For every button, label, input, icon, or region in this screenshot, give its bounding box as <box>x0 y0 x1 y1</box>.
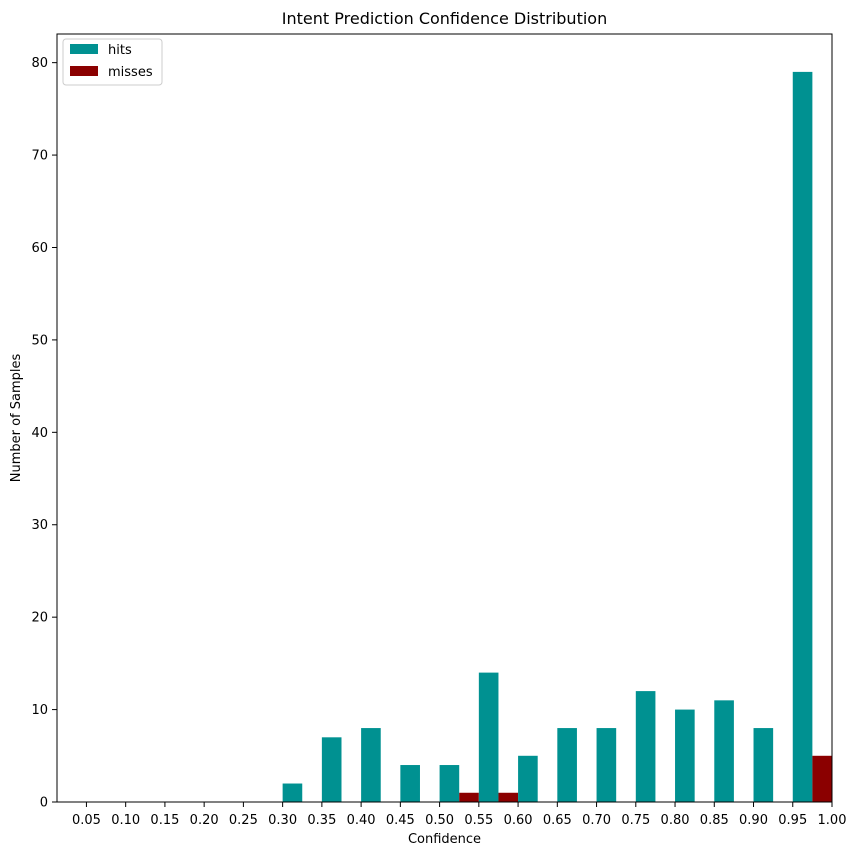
bar-hits-6 <box>321 737 342 802</box>
y-axis-ticks: 0 10 20 30 40 50 60 70 80 <box>31 56 57 811</box>
bar-hits-9 <box>439 765 460 802</box>
bars-layer <box>282 71 832 802</box>
y-tick-label: 30 <box>31 518 48 533</box>
y-tick-label: 70 <box>31 149 48 164</box>
bar-hits-15 <box>675 709 695 802</box>
y-tick-label: 10 <box>31 703 48 718</box>
bar-hits-7 <box>361 728 381 802</box>
legend-swatch-hits <box>70 44 98 54</box>
bar-misses-9 <box>459 792 479 802</box>
bar-hits-12 <box>557 728 577 802</box>
x-tick-label: 0.30 <box>268 813 297 828</box>
bar-misses-18 <box>812 755 832 802</box>
bar-hits-13 <box>596 728 617 802</box>
bar-hits-16 <box>714 700 734 802</box>
x-tick-label: 0.75 <box>621 813 650 828</box>
bar-hits-5 <box>282 783 303 802</box>
x-tick-label: 0.05 <box>72 813 101 828</box>
x-tick-label: 0.20 <box>190 813 219 828</box>
x-tick-label: 0.70 <box>582 813 611 828</box>
x-tick-label: 0.35 <box>307 813 336 828</box>
legend-label-misses: misses <box>108 65 153 80</box>
legend-label-hits: hits <box>108 43 132 58</box>
bar-misses-10 <box>498 792 519 802</box>
x-tick-label: 0.55 <box>464 813 493 828</box>
bar-hits-17 <box>753 728 774 802</box>
y-tick-label: 20 <box>31 611 48 626</box>
y-axis-title: Number of Samples <box>9 354 24 483</box>
y-tick-label: 40 <box>31 426 48 441</box>
legend: hits misses <box>62 38 163 86</box>
x-tick-label: 1.00 <box>818 813 847 828</box>
y-tick-label: 50 <box>31 333 48 348</box>
x-tick-label: 0.80 <box>661 813 690 828</box>
y-tick-label: 80 <box>31 56 48 71</box>
y-tick-label: 60 <box>31 241 48 256</box>
chart-title: Intent Prediction Confidence Distributio… <box>282 9 607 28</box>
x-tick-label: 0.10 <box>111 813 140 828</box>
x-tick-label: 0.95 <box>778 813 807 828</box>
bar-hits-10 <box>478 672 499 802</box>
x-tick-label: 0.25 <box>229 813 258 828</box>
y-tick-label: 0 <box>40 796 48 811</box>
x-tick-label: 0.90 <box>739 813 768 828</box>
x-axis-ticks: 0.05 0.10 0.15 0.20 0.25 0.30 0.35 0.40 0.45 0.50… <box>72 802 847 828</box>
x-tick-label: 0.15 <box>150 813 179 828</box>
bar-hits-11 <box>518 755 538 802</box>
x-tick-label: 0.40 <box>347 813 376 828</box>
plot-frame <box>56 33 833 803</box>
bar-hits-18 <box>792 71 813 802</box>
bar-hits-14 <box>635 691 656 802</box>
bar-hits-8 <box>400 765 420 802</box>
x-tick-label: 0.45 <box>386 813 415 828</box>
legend-swatch-misses <box>70 66 98 76</box>
x-tick-label: 0.65 <box>543 813 572 828</box>
x-tick-label: 0.60 <box>504 813 533 828</box>
x-tick-label: 0.50 <box>425 813 454 828</box>
x-axis-title: Confidence <box>408 832 481 847</box>
x-tick-label: 0.85 <box>700 813 729 828</box>
